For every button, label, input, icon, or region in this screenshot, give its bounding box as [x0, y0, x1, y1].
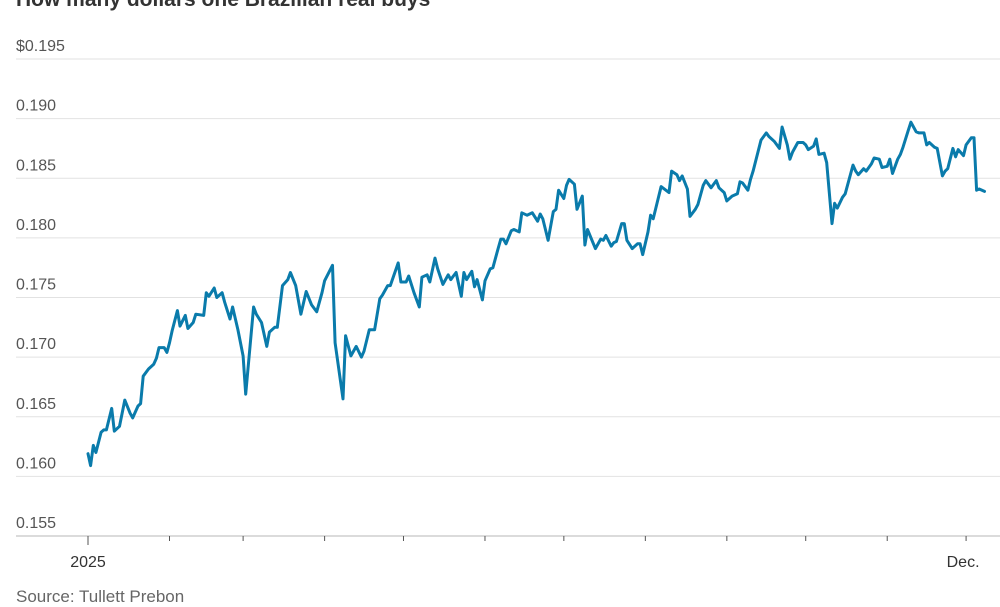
- y-tick-label: 0.180: [16, 217, 56, 234]
- series-group: [86, 120, 986, 468]
- gridlines: [16, 58, 1000, 537]
- source-note: Source: Tullett Prebon: [16, 587, 185, 606]
- x-tick-label: Dec.: [947, 554, 980, 571]
- x-axis: 2025 Dec.: [70, 536, 980, 571]
- y-tick-label: 0.155: [16, 515, 56, 532]
- y-tick-label: 0.170: [16, 336, 56, 353]
- y-tick-label: 0.160: [16, 455, 56, 472]
- y-tick-label: $0.195: [16, 38, 65, 55]
- y-axis-labels: 0.155 0.160 0.165 0.170 0.175 0.180 0.185 0.190…: [16, 38, 65, 532]
- y-tick-label: 0.185: [16, 157, 56, 174]
- y-tick-label: 0.190: [16, 98, 56, 115]
- chart-title: How many dollars one Brazilian real buys: [16, 0, 430, 12]
- x-tick-label: 2025: [70, 554, 106, 571]
- y-tick-label: 0.175: [16, 277, 56, 294]
- series-line: [86, 120, 986, 468]
- y-tick-label: 0.165: [16, 396, 56, 413]
